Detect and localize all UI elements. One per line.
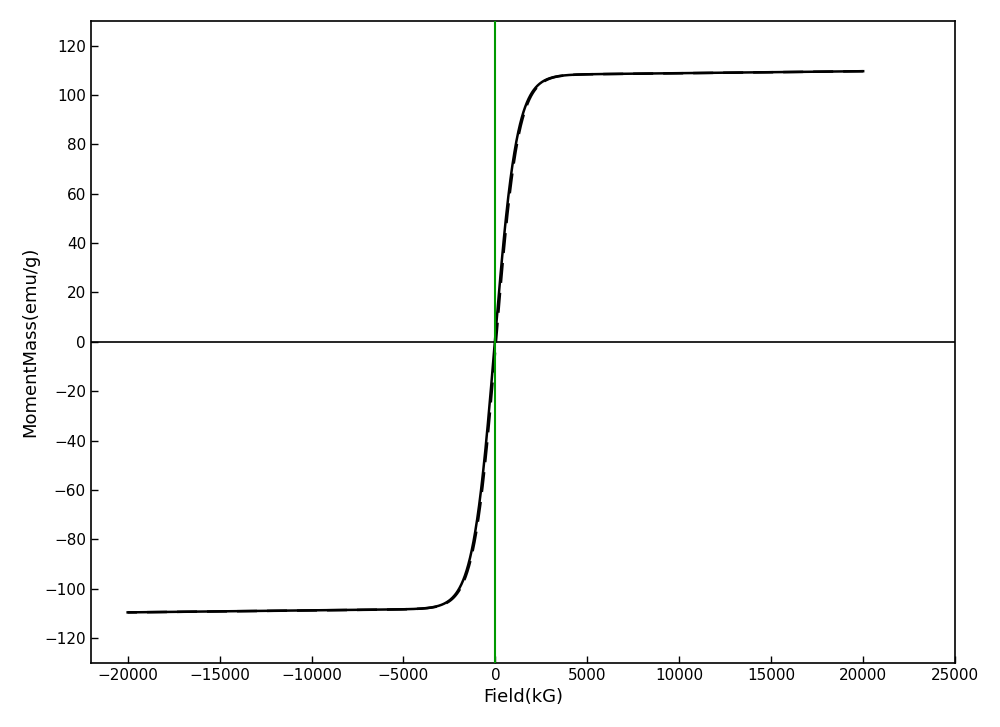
Y-axis label: MomentMass(emu/g): MomentMass(emu/g) (21, 246, 39, 437)
X-axis label: Field(kG): Field(kG) (483, 688, 563, 706)
